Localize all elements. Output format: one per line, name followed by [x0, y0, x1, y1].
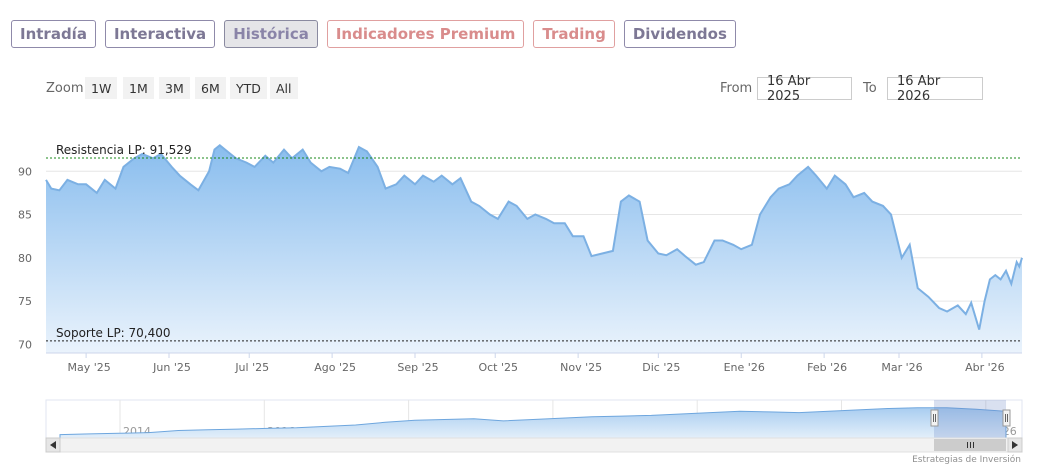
tab-intradia[interactable]: Intradía: [11, 20, 96, 48]
x-tick-label: Dic '25: [642, 361, 680, 374]
zoom-label: Zoom: [46, 81, 84, 96]
chart-tabs: Intradía Interactiva Histórica Indicador…: [11, 20, 736, 48]
zoom-6m-button[interactable]: 6M: [195, 77, 226, 99]
zoom-all-button[interactable]: All: [270, 77, 298, 99]
x-tick-label: Abr '26: [965, 361, 1005, 374]
tab-interactiva[interactable]: Interactiva: [104, 20, 216, 48]
chart-credits[interactable]: Estrategias de Inversión: [912, 455, 1021, 465]
y-axis-labels: 70 75 80 85 90: [18, 165, 32, 351]
scrollbar-left-arrow-icon: [50, 441, 56, 449]
to-date-input[interactable]: 16 Abr 2026: [887, 74, 983, 104]
x-tick-label: Jun '25: [152, 361, 191, 374]
navigator-scrollbar[interactable]: [45, 437, 1023, 453]
y-tick-label: 80: [18, 252, 32, 265]
x-tick-label: Sep '25: [397, 361, 438, 374]
tab-trading[interactable]: Trading: [533, 20, 615, 48]
to-label: To: [863, 81, 877, 96]
scrollbar-track[interactable]: [45, 437, 1023, 453]
x-tick-label: Mar '26: [881, 361, 922, 374]
scrollbar-right-arrow-icon: [1012, 441, 1018, 449]
navigator-selection[interactable]: [934, 400, 1006, 438]
from-label: From: [720, 81, 753, 96]
y-tick-label: 70: [18, 338, 32, 351]
x-tick-label: Oct '25: [478, 361, 518, 374]
zoom-ytd-button[interactable]: YTD: [230, 77, 267, 99]
tab-indicadores-premium[interactable]: Indicadores Premium: [326, 20, 525, 48]
price-area: [46, 145, 1022, 353]
x-tick-label: Ago '25: [314, 361, 356, 374]
x-tick-label: Nov '25: [560, 361, 602, 374]
zoom-1m-button[interactable]: 1M: [123, 77, 154, 99]
navigator-area: [59, 407, 1007, 439]
support-label: Soporte LP: 70,400: [56, 326, 171, 340]
navigator[interactable]: 2014201620182020202220242026: [45, 399, 1023, 439]
tab-dividendos[interactable]: Dividendos: [623, 20, 736, 48]
y-tick-label: 90: [18, 165, 32, 178]
level-lines: Resistencia LP: 91,529 Soporte LP: 70,400: [46, 143, 1022, 342]
x-tick-label: May '25: [67, 361, 110, 374]
from-date-input[interactable]: 16 Abr 2025: [757, 74, 852, 104]
zoom-1w-button[interactable]: 1W: [85, 77, 118, 99]
resistance-label: Resistencia LP: 91,529: [56, 143, 192, 157]
zoom-3m-button[interactable]: 3M: [159, 77, 190, 99]
navigator-left-handle[interactable]: [930, 409, 939, 427]
y-tick-label: 75: [18, 295, 32, 308]
tab-historica[interactable]: Histórica: [224, 20, 318, 48]
y-tick-label: 85: [18, 209, 32, 222]
x-tick-label: Feb '26: [807, 361, 847, 374]
navigator-right-handle[interactable]: [1002, 409, 1011, 427]
x-tick-label: Jul '25: [234, 361, 269, 374]
x-axis-ticks: May '25 Jun '25 Jul '25 Ago '25 Sep '25 Oct '…: [67, 353, 1005, 374]
x-tick-label: Ene '26: [724, 361, 765, 374]
price-line: [45, 144, 1023, 330]
